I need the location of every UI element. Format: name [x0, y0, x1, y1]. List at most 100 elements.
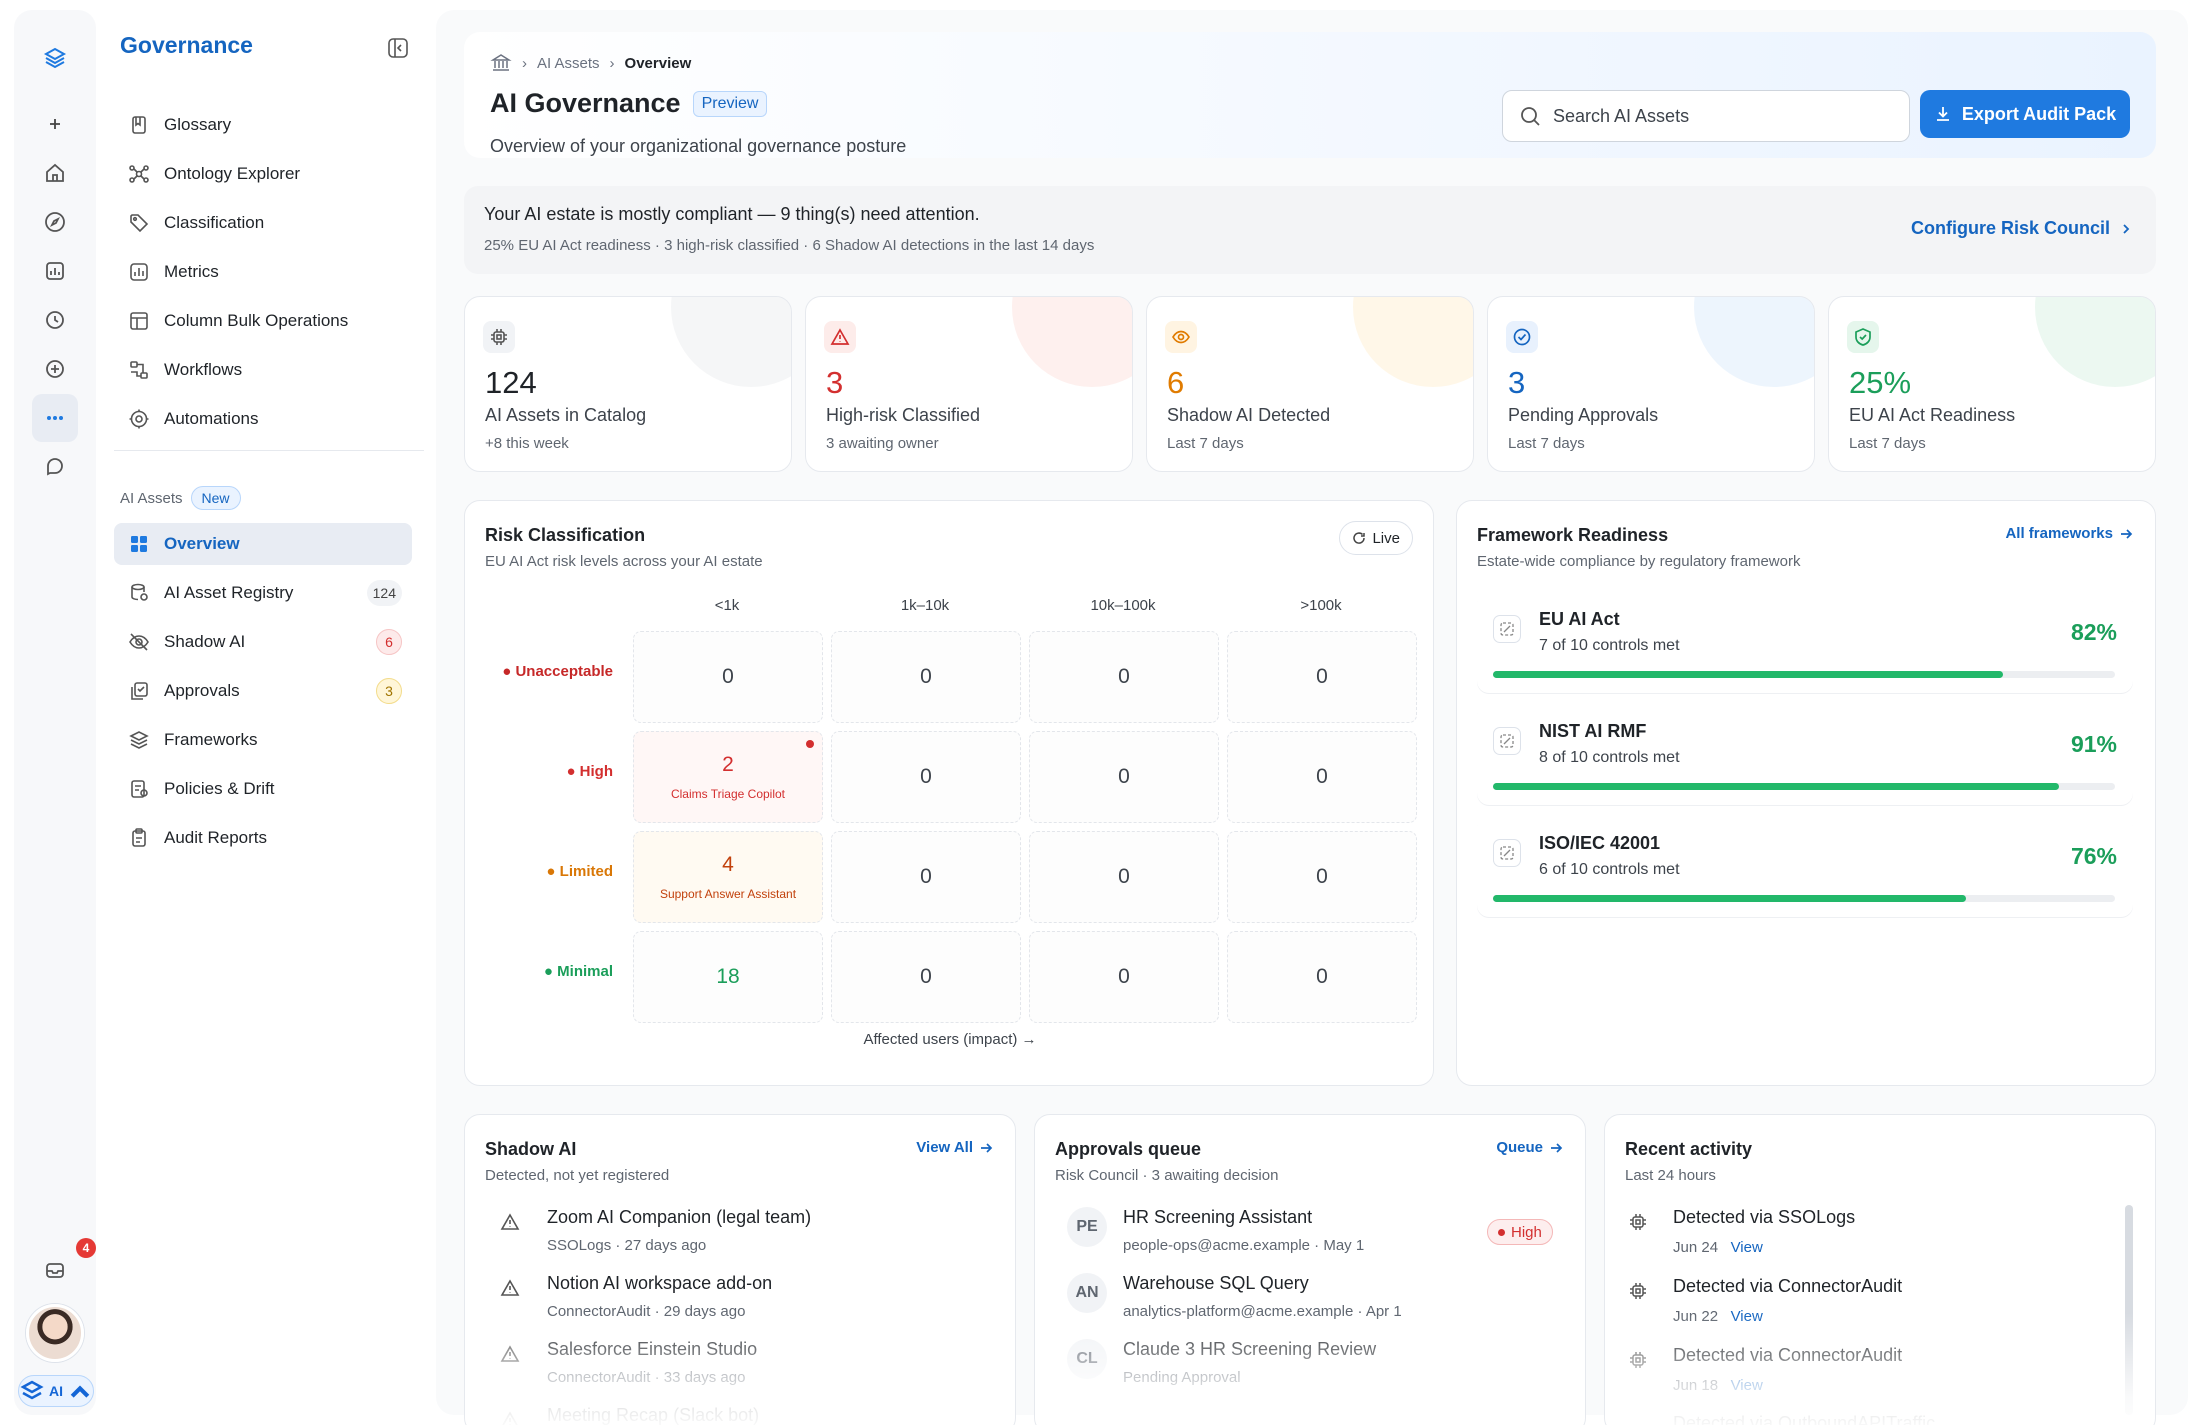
- kpi-card-assets[interactable]: 124 AI Assets in Catalog +8 this week: [464, 296, 792, 472]
- panel-subtitle: Last 24 hours: [1625, 1167, 1716, 1184]
- framework-row[interactable]: ISO/IEC 42001 6 of 10 controls met 76%: [1477, 815, 2133, 917]
- sidebar-section-ai-assets: AI Assets New: [120, 486, 241, 510]
- chip-icon: [483, 321, 515, 353]
- inbox-icon[interactable]: [14, 1246, 96, 1294]
- sidebar-item-label: AI Asset Registry: [164, 583, 294, 602]
- kpi-card-high-risk[interactable]: 3 High-risk Classified 3 awaiting owner: [805, 296, 1133, 472]
- approval-item-title[interactable]: Claude 3 HR Screening Review: [1123, 1339, 1377, 1359]
- chat-icon[interactable]: [14, 443, 96, 491]
- add-icon[interactable]: [14, 100, 96, 148]
- attention-banner: Your AI estate is mostly compliant — 9 t…: [464, 186, 2156, 274]
- sidebar-item-shadow-ai[interactable]: Shadow AI 6: [114, 621, 412, 663]
- all-frameworks-link[interactable]: All frameworks: [2005, 525, 2133, 542]
- sidebar-item-workflows[interactable]: Workflows: [114, 349, 412, 391]
- impact-axis-label: Affected users (impact) →: [863, 1031, 1037, 1048]
- user-avatar[interactable]: [26, 1304, 84, 1362]
- sidebar-title: Governance: [120, 32, 253, 58]
- arrow-right-icon: [1551, 1142, 1563, 1153]
- collapse-sidebar-icon[interactable]: [386, 36, 410, 60]
- sidebar-item-approvals[interactable]: Approvals 3: [114, 670, 412, 712]
- shadow-item-title[interactable]: Notion AI workspace add-on: [547, 1273, 773, 1293]
- activity-view-link[interactable]: View: [1730, 1377, 1763, 1394]
- risk-cell[interactable]: 0: [633, 631, 823, 723]
- risk-cell[interactable]: 0: [1227, 631, 1417, 723]
- check-circle-icon: [1506, 321, 1538, 353]
- approval-item-title[interactable]: HR Screening Assistant: [1123, 1207, 1313, 1227]
- risk-cell[interactable]: 0: [831, 931, 1021, 1023]
- shadow-item-title[interactable]: Meeting Recap (Slack bot): [547, 1405, 760, 1425]
- configure-risk-council-link[interactable]: Configure Risk Council: [1911, 218, 2132, 239]
- risk-cell[interactable]: 0: [831, 831, 1021, 923]
- sidebar-item-audit-reports[interactable]: Audit Reports: [114, 817, 412, 859]
- warning-icon: [500, 1279, 520, 1296]
- row-label-text: Unacceptable: [515, 663, 613, 680]
- sidebar-item-policies-drift[interactable]: Policies & Drift: [114, 768, 412, 810]
- shadow-item-title[interactable]: Zoom AI Companion (legal team): [547, 1207, 812, 1227]
- breadcrumb-ai-assets[interactable]: AI Assets: [537, 54, 600, 72]
- shadow-item-title[interactable]: Salesforce Einstein Studio: [547, 1339, 758, 1359]
- card-decoration: [671, 297, 791, 387]
- app-logo-icon[interactable]: [14, 34, 96, 82]
- risk-cell[interactable]: 0: [1227, 931, 1417, 1023]
- sidebar-item-automations[interactable]: Automations: [114, 398, 412, 440]
- activity-view-link[interactable]: View: [1730, 1239, 1763, 1256]
- export-label: Export Audit Pack: [1961, 103, 2117, 124]
- sidebar-item-overview[interactable]: Overview: [114, 523, 412, 565]
- link-label: All frameworks: [2005, 525, 2113, 542]
- risk-cell[interactable]: 0: [1029, 631, 1219, 723]
- search-box[interactable]: [1502, 90, 1910, 142]
- sidebar-item-frameworks[interactable]: Frameworks: [114, 719, 412, 761]
- export-audit-pack-button[interactable]: Export Audit Pack: [1920, 90, 2130, 138]
- risk-cell-limited-small[interactable]: 4 Support Answer Assistant: [633, 831, 823, 923]
- policy-icon: [131, 780, 148, 798]
- activity-item-title: Detected via ConnectorAudit: [1673, 1345, 1903, 1365]
- kpi-label: AI Assets in Catalog: [485, 405, 647, 425]
- row-label-limited: ● Limited: [546, 863, 613, 880]
- ai-assistant-toggle[interactable]: AI: [18, 1375, 94, 1407]
- institution-icon[interactable]: [490, 52, 512, 74]
- chip-icon: [1630, 1283, 1646, 1299]
- kpi-card-eu-ai-act-readiness[interactable]: 25% EU AI Act Readiness Last 7 days: [1828, 296, 2156, 472]
- kpi-label: Pending Approvals: [1508, 405, 1659, 425]
- risk-cell[interactable]: 0: [1227, 731, 1417, 823]
- kpi-card-pending-approvals[interactable]: 3 Pending Approvals Last 7 days: [1487, 296, 1815, 472]
- kpi-card-shadow-ai[interactable]: 6 Shadow AI Detected Last 7 days: [1146, 296, 1474, 472]
- risk-cell-high-small[interactable]: 2 Claims Triage Copilot: [633, 731, 823, 823]
- sidebar-item-ai-asset-registry[interactable]: AI Asset Registry 124: [114, 572, 412, 614]
- sidebar-item-classification[interactable]: Classification: [114, 202, 412, 244]
- risk-cell[interactable]: 0: [831, 731, 1021, 823]
- sidebar-item-ontology-explorer[interactable]: Ontology Explorer: [114, 153, 412, 195]
- sidebar-item-label: Shadow AI: [164, 632, 246, 651]
- history-icon[interactable]: [14, 296, 96, 344]
- sidebar-item-glossary[interactable]: Glossary: [114, 104, 412, 146]
- live-toggle[interactable]: Live: [1339, 521, 1413, 555]
- risk-cell[interactable]: 0: [1029, 731, 1219, 823]
- approval-item-title[interactable]: Warehouse SQL Query: [1123, 1273, 1309, 1293]
- framework-row[interactable]: EU AI Act 7 of 10 controls met 82%: [1477, 591, 2133, 693]
- activity-view-link[interactable]: View: [1730, 1308, 1763, 1325]
- kpi-label: EU AI Act Readiness: [1849, 405, 2016, 425]
- activity-scrollbar[interactable]: [2125, 1205, 2133, 1415]
- card-decoration: [1694, 297, 1814, 387]
- risk-cell[interactable]: 0: [1029, 831, 1219, 923]
- framework-row[interactable]: NIST AI RMF 8 of 10 controls met 91%: [1477, 703, 2133, 805]
- search-input[interactable]: [1553, 105, 1893, 127]
- sidebar-item-column-bulk-operations[interactable]: Column Bulk Operations: [114, 300, 412, 342]
- compass-icon[interactable]: [14, 198, 96, 246]
- insights-icon[interactable]: [14, 247, 96, 295]
- risk-cell-minimal-small[interactable]: 18: [633, 931, 823, 1023]
- risk-cell[interactable]: 0: [1227, 831, 1417, 923]
- view-all-shadow-link[interactable]: View All: [916, 1139, 993, 1156]
- more-icon[interactable]: [32, 394, 78, 442]
- workflow-icon: [130, 361, 148, 379]
- queue-link[interactable]: Queue: [1496, 1139, 1563, 1156]
- governance-icon[interactable]: [14, 345, 96, 393]
- home-icon[interactable]: [14, 149, 96, 197]
- chevron-up-icon: [70, 1385, 90, 1398]
- risk-cell[interactable]: 0: [831, 631, 1021, 723]
- shadow-item-sub: ConnectorAudit · 33 days ago: [547, 1369, 746, 1386]
- panel-title: Framework Readiness: [1477, 525, 1669, 545]
- list-fade: [1035, 1313, 1585, 1425]
- risk-cell[interactable]: 0: [1029, 931, 1219, 1023]
- sidebar-item-metrics[interactable]: Metrics: [114, 251, 412, 293]
